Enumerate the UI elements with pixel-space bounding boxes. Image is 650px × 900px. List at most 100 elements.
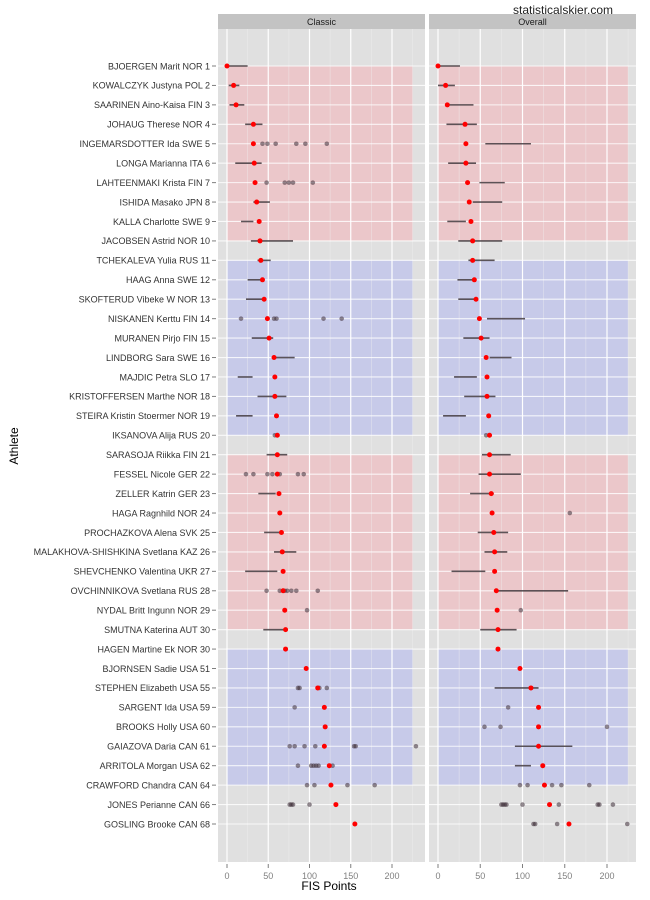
past-result-point <box>324 141 330 147</box>
current-points-marker <box>487 471 493 477</box>
x-tick-label: 50 <box>263 871 273 881</box>
past-result-point <box>301 471 307 477</box>
past-result-point <box>624 821 630 827</box>
x-tick-label: 200 <box>599 871 614 881</box>
past-result-point <box>292 743 297 749</box>
panel-strip-classic <box>218 14 425 29</box>
panel-strip-label: Overall <box>518 17 547 27</box>
athlete-label: SARASOJA Riikka FIN 21 <box>106 450 210 460</box>
x-tick-label: 0 <box>435 871 440 881</box>
past-result-point <box>265 471 270 477</box>
past-result-point <box>517 782 523 788</box>
past-result-point <box>302 743 307 749</box>
current-points-marker <box>471 277 477 283</box>
current-points-marker <box>443 82 449 88</box>
athlete-label: MURANEN Pirjo FIN 15 <box>114 333 210 343</box>
athlete-label: HAGA Ragnhild NOR 24 <box>112 508 210 518</box>
current-points-marker <box>272 393 278 399</box>
current-points-marker <box>484 393 490 399</box>
athlete-label: ISHIDA Masako JPN 8 <box>119 197 210 207</box>
past-result-point <box>532 821 538 827</box>
athlete-label: SAARINEN Aino-Kaisa FIN 3 <box>94 100 210 110</box>
shaded-band-red <box>438 66 629 241</box>
athlete-label: NISKANEN Kerttu FIN 14 <box>108 314 210 324</box>
current-points-marker <box>541 782 547 788</box>
athlete-label: KOWALCZYK Justyna POL 2 <box>93 81 210 91</box>
past-result-point <box>498 724 503 730</box>
current-points-marker <box>321 743 327 749</box>
current-points-marker <box>274 452 280 458</box>
athlete-label: LAHTEENMAKI Krista FIN 7 <box>96 178 210 188</box>
athlete-label: STEIRA Kristin Stoermer NOR 19 <box>76 411 210 421</box>
past-result-point <box>315 588 321 594</box>
current-points-marker <box>536 743 542 749</box>
past-result-point <box>520 802 525 807</box>
current-points-marker <box>256 218 262 224</box>
past-result-point <box>483 432 489 438</box>
past-result-point <box>294 588 299 594</box>
athlete-label: BJORNSEN Sadie USA 51 <box>102 664 210 674</box>
current-points-marker <box>321 704 327 710</box>
current-points-marker <box>487 432 493 438</box>
past-result-point <box>413 743 419 749</box>
x-tick-label: 200 <box>384 871 399 881</box>
past-result-point <box>312 743 318 749</box>
current-points-marker <box>224 63 230 69</box>
past-result-point <box>304 782 310 788</box>
past-result-point <box>321 316 326 321</box>
athlete-label: HAGEN Martine Ek NOR 30 <box>97 644 210 654</box>
athlete-label: GOSLING Brooke CAN 68 <box>104 819 210 829</box>
current-points-marker <box>488 491 494 497</box>
current-points-marker <box>528 685 534 691</box>
athlete-label: CRAWFORD Chandra CAN 64 <box>86 780 210 790</box>
past-result-point <box>303 141 308 147</box>
current-points-marker <box>517 666 523 672</box>
athlete-label: GAIAZOVA Daria CAN 61 <box>107 742 210 752</box>
past-result-point <box>294 141 299 147</box>
current-points-marker <box>470 238 476 244</box>
current-points-marker <box>315 685 321 691</box>
current-points-marker <box>280 568 286 574</box>
x-tick-label: 50 <box>475 871 485 881</box>
athlete-label: KRISTOFFERSEN Marthe NOR 18 <box>69 392 210 402</box>
past-result-point <box>260 141 265 147</box>
current-points-marker <box>272 374 278 380</box>
athlete-label: LONGA Marianna ITA 6 <box>116 158 210 168</box>
current-points-marker <box>303 666 309 672</box>
watermark: statisticalskier.com <box>513 3 614 17</box>
past-result-point <box>274 316 279 321</box>
current-points-marker <box>282 607 288 613</box>
current-points-marker <box>259 277 265 283</box>
past-result-point <box>610 802 616 807</box>
shaded-band-blue <box>227 260 413 436</box>
current-points-marker <box>251 160 257 166</box>
athlete-label: BJOERGEN Marit NOR 1 <box>108 61 210 71</box>
shaded-band-red <box>227 454 413 630</box>
past-result-point <box>549 782 555 788</box>
current-points-marker <box>328 782 334 788</box>
current-points-marker <box>277 510 283 516</box>
current-points-marker <box>250 121 256 127</box>
past-result-point <box>586 782 592 788</box>
past-result-point <box>559 782 564 788</box>
current-points-marker <box>470 257 476 263</box>
current-points-marker <box>274 471 280 477</box>
current-points-marker <box>463 160 469 166</box>
past-result-point <box>372 782 377 788</box>
current-points-marker <box>491 529 497 535</box>
current-points-marker <box>280 588 286 594</box>
current-points-marker <box>258 257 264 263</box>
past-result-point <box>273 141 278 147</box>
current-points-marker <box>476 316 482 322</box>
past-result-point <box>482 724 487 730</box>
current-points-marker <box>231 82 237 88</box>
x-axis-title: FIS Points <box>301 879 356 893</box>
current-points-marker <box>250 141 256 147</box>
past-result-point <box>604 724 610 730</box>
panel-strip-overall <box>429 14 636 29</box>
athlete-label: BROOKS Holly USA 60 <box>116 722 210 732</box>
athlete-label: LINDBORG Sara SWE 16 <box>106 353 210 363</box>
past-result-point <box>554 821 560 827</box>
shaded-band-blue <box>227 649 413 786</box>
